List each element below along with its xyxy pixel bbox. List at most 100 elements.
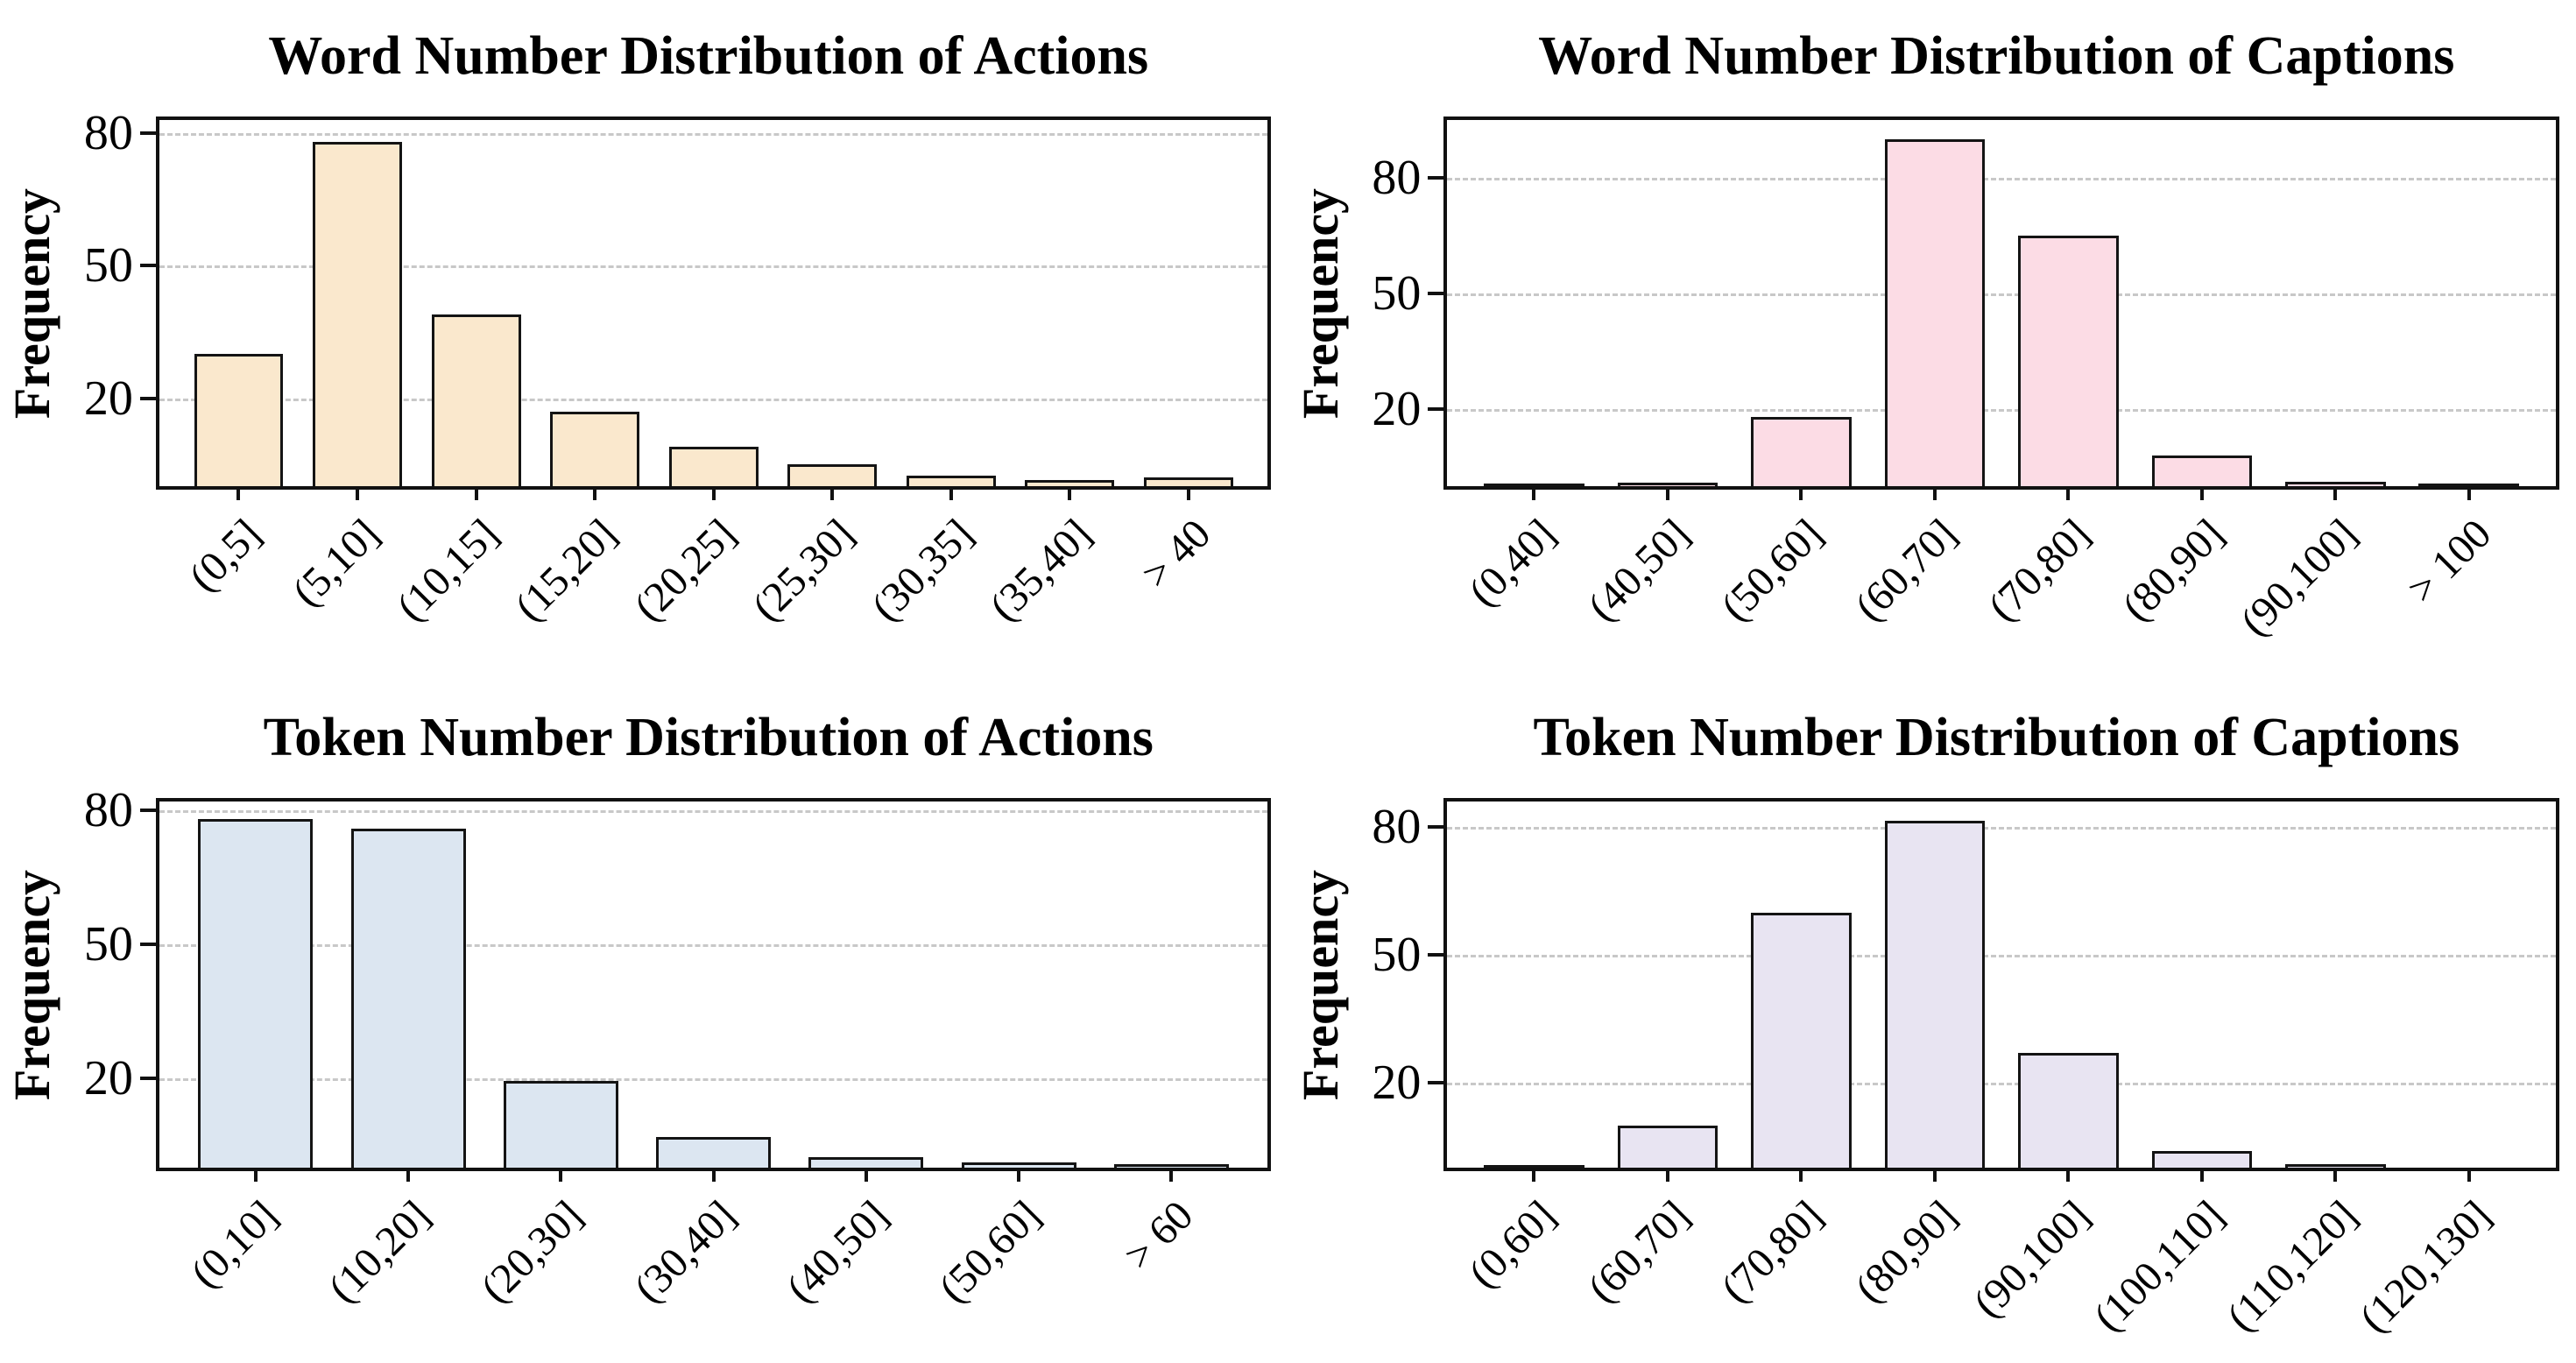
x-tick-label: (10,20] xyxy=(320,1192,440,1312)
y-tick-mark xyxy=(139,1077,156,1081)
y-tick-label: 20 xyxy=(1372,382,1422,437)
chart-word-actions: Word Number Distribution of Actions Freq… xyxy=(0,0,1288,682)
x-tick-label: (100,110] xyxy=(2085,1192,2234,1341)
gridline xyxy=(159,944,1268,948)
x-tick-mark xyxy=(711,1168,716,1183)
gridline xyxy=(1447,178,2556,181)
x-tick-label: (0,5] xyxy=(180,511,270,601)
x-tick-label: (20,25] xyxy=(625,511,745,631)
y-axis-label-wrap: Frequency xyxy=(1291,117,1349,490)
x-tick-mark xyxy=(2467,486,2471,501)
x-tick-mark xyxy=(1169,1168,1174,1183)
x-tick-label: (40,50] xyxy=(1578,511,1699,631)
gridline xyxy=(1447,293,2556,297)
y-axis-label-wrap: Frequency xyxy=(4,798,61,1171)
x-tick-label: (90,100] xyxy=(1965,1192,2100,1327)
x-tick-label: (50,60] xyxy=(1712,511,1832,631)
x-tick-mark xyxy=(1799,486,1803,501)
y-axis-label-wrap: Frequency xyxy=(4,117,60,490)
x-tick-mark xyxy=(1665,1168,1669,1183)
bar xyxy=(1884,139,1986,487)
gridline xyxy=(159,398,1268,401)
x-tick-label: (70,80] xyxy=(1980,511,2100,631)
bar xyxy=(1025,479,1115,487)
chart-title: Word Number Distribution of Captions xyxy=(1538,25,2455,86)
bar xyxy=(1884,820,1986,1169)
y-tick-label: 80 xyxy=(1372,800,1422,855)
plot-area: 20 50 80 (0,5] (5,10] (10,15] (15,20] (20,25] (2… xyxy=(84,109,1272,631)
gridline xyxy=(159,133,1268,137)
x-tick-label: (90,100] xyxy=(2232,511,2367,646)
x-tick-mark xyxy=(949,486,953,501)
y-tick-mark xyxy=(1428,407,1444,412)
x-tick-mark xyxy=(1799,1168,1803,1183)
gridline xyxy=(1447,409,2556,413)
bar xyxy=(2018,236,2119,487)
x-tick-mark xyxy=(1186,486,1190,501)
y-axis-label: Frequency xyxy=(1291,869,1349,1100)
bar xyxy=(313,142,402,487)
x-tick-label: (20,30] xyxy=(472,1192,592,1312)
gridline xyxy=(159,265,1268,269)
x-tick-label: > 60 xyxy=(1115,1192,1203,1280)
gridline xyxy=(1447,955,2556,958)
x-tick-label: (10,15] xyxy=(387,511,507,631)
bar xyxy=(808,1157,924,1169)
x-tick-mark xyxy=(474,486,478,501)
x-tick-mark xyxy=(2066,486,2071,501)
y-tick-mark xyxy=(139,131,156,136)
chart-word-captions: Word Number Distribution of Captions Fre… xyxy=(1288,0,2576,682)
gridline xyxy=(159,1078,1268,1082)
bars-layer xyxy=(180,120,1248,487)
x-tick-label: (0,60] xyxy=(1460,1192,1565,1297)
x-tick-label: (30,40] xyxy=(625,1192,745,1312)
x-tick-mark xyxy=(253,1168,258,1183)
plot-area: 20 50 80 (0,10] (10,20] (20,30] (30,40] (40,50]… xyxy=(84,786,1272,1312)
y-tick-mark xyxy=(139,809,156,813)
gridline xyxy=(159,810,1268,814)
plot-area: 20 50 80 (0,60] (60,70] (70,80] (80,90] (90,100… xyxy=(1372,798,2559,1342)
x-tick-label: (60,70] xyxy=(1846,511,1966,631)
bar xyxy=(431,314,521,487)
x-tick-label: (5,10] xyxy=(283,511,389,616)
y-tick-mark xyxy=(1428,825,1444,830)
bar xyxy=(503,1080,618,1169)
y-tick-label: 20 xyxy=(1372,1056,1422,1111)
bar xyxy=(350,828,466,1169)
x-tick-label: (40,50] xyxy=(777,1192,898,1312)
x-tick-mark xyxy=(356,486,360,501)
chart-title: Token Number Distribution of Captions xyxy=(1533,707,2460,767)
x-tick-mark xyxy=(864,1168,868,1183)
gridline xyxy=(1447,1083,2556,1086)
bar xyxy=(2418,484,2520,487)
x-tick-mark xyxy=(2199,1168,2204,1183)
y-tick-label: 50 xyxy=(83,917,133,972)
bar xyxy=(656,1136,772,1169)
y-axis-label: Frequency xyxy=(1291,187,1349,419)
x-tick-mark xyxy=(2467,1168,2471,1183)
bars-layer xyxy=(180,802,1248,1169)
y-tick-mark xyxy=(1428,292,1444,296)
x-tick-label: (80,90] xyxy=(1846,1192,1966,1312)
x-tick-mark xyxy=(1665,486,1669,501)
y-tick-mark xyxy=(1428,953,1444,957)
x-tick-mark xyxy=(593,486,597,501)
bars-layer xyxy=(1467,802,2536,1169)
bar xyxy=(787,464,878,487)
x-tick-mark xyxy=(830,486,835,501)
y-tick-mark xyxy=(139,264,156,268)
x-tick-mark xyxy=(236,486,241,501)
x-tick-mark xyxy=(1532,1168,1536,1183)
x-tick-mark xyxy=(711,486,716,501)
chart-token-actions: Token Number Distribution of Actions Fre… xyxy=(0,682,1288,1363)
y-tick-label: 80 xyxy=(1372,151,1422,206)
bar xyxy=(1617,482,1719,487)
bar xyxy=(1113,1164,1229,1169)
x-tick-mark xyxy=(406,1168,411,1183)
bar xyxy=(668,447,759,487)
y-axis-label: Frequency xyxy=(4,869,61,1100)
y-tick-mark xyxy=(139,396,156,400)
x-tick-mark xyxy=(1068,486,1072,501)
